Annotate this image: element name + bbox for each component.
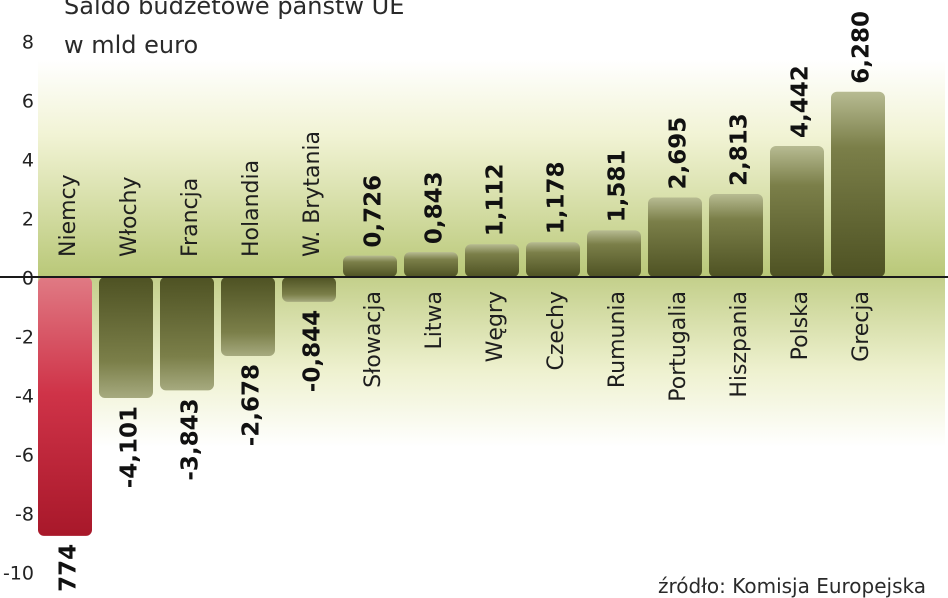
value-label: 1,112 [483,163,509,236]
bar [282,277,336,302]
bar [465,244,519,277]
bar [38,277,92,536]
value-label: 2,695 [666,117,692,190]
category-label: Hiszpania [727,291,752,398]
value-label: -2,678 [239,364,265,446]
y-tick-label: 0 [22,268,34,290]
value-label: -4,101 [117,406,143,488]
category-label: Grecja [849,291,874,362]
bar-labels: Niemcy -8,774 Włochy -4,101 Francja -3,843 Hol… [56,11,875,593]
value-label: -8,774 [56,544,82,593]
bar [526,242,580,277]
value-label: 6,280 [849,11,875,84]
value-label: 1,581 [605,150,631,223]
value-label: -3,843 [178,398,204,480]
category-label: Niemcy [56,174,81,257]
value-label: 2,813 [727,113,753,186]
y-tick-label: -2 [15,327,34,349]
bar-series [38,91,885,536]
y-tick-label: -10 [3,563,34,585]
bar [831,91,885,278]
category-label: Francja [178,178,203,257]
source-note: źródło: Komisja Europejska [658,574,927,598]
category-label: W. Brytania [300,131,325,257]
bar [221,277,275,357]
value-label: 0,726 [361,175,387,248]
value-label: 1,178 [544,161,570,234]
y-tick-label: 6 [22,91,34,113]
category-label: Włochy [117,176,142,257]
category-label: Rumunia [605,291,630,388]
y-tick-label: -4 [15,386,34,408]
y-tick-label: 2 [22,209,34,231]
category-label: Słowacja [361,291,386,388]
bar [99,277,153,398]
bar [343,255,397,277]
category-label: Litwa [422,291,447,349]
value-label: -0,844 [300,310,326,392]
category-label: Polska [788,291,813,360]
category-label: Czechy [544,291,569,371]
chart-title: Saldo budżetowe państw UE [64,0,405,20]
value-label: 4,442 [788,65,814,138]
y-tick-label: -8 [15,504,34,526]
bar [160,277,214,391]
bar [587,230,641,277]
bar [770,145,824,277]
category-label: Portugalia [666,291,691,402]
category-label: Węgry [483,291,508,362]
y-tick-label: -6 [15,445,34,467]
category-label: Holandia [239,160,264,257]
y-tick-label: 8 [22,32,34,54]
bar [404,252,458,277]
bar [648,197,702,277]
chart-subtitle: w mld euro [64,31,199,59]
value-label: 0,843 [422,171,448,244]
y-tick-label: 4 [22,150,34,172]
bar [709,194,763,277]
y-axis-ticks: 8 6 4 2 0 -2 -4 -6 -8 -10 [3,32,34,585]
